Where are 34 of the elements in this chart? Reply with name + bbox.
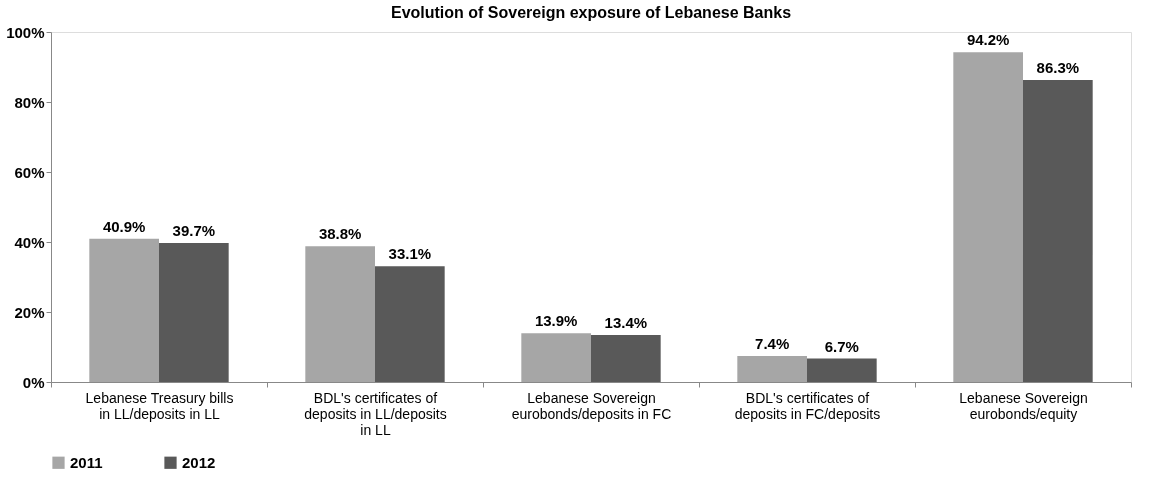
- legend-label: 2011: [70, 453, 103, 471]
- data-label: 94.2%: [966, 31, 1010, 49]
- x-tick-label: Lebanese Sovereign eurobonds/deposits in FC: [511, 389, 672, 422]
- data-label: 13.9%: [534, 312, 578, 330]
- data-label: 86.3%: [1036, 58, 1080, 76]
- bar: [591, 335, 661, 382]
- legend-label: 2012: [182, 453, 216, 471]
- bar: [159, 243, 229, 382]
- y-tick-label: 40%: [14, 233, 45, 251]
- data-label: 33.1%: [388, 245, 432, 263]
- y-tick-label: 60%: [14, 163, 45, 181]
- x-tick-label: Lebanese Sovereign eurobonds/equity: [959, 389, 1088, 422]
- bar: [375, 266, 445, 382]
- x-tick-label: Lebanese Treasury bills in LL/deposits in LL: [85, 389, 234, 422]
- data-label: 40.9%: [102, 217, 146, 235]
- data-label: 13.4%: [604, 314, 648, 332]
- data-label: 38.8%: [318, 225, 362, 243]
- bar: [807, 358, 877, 382]
- y-tick-label: 0%: [22, 373, 45, 391]
- bar: [305, 246, 375, 382]
- bar: [953, 52, 1023, 382]
- bar: [521, 333, 591, 382]
- data-label: 7.4%: [755, 335, 790, 353]
- data-label: 39.7%: [172, 222, 216, 240]
- y-tick-label: 20%: [14, 303, 45, 321]
- chart-title: Evolution of Sovereign exposure of Lebanese Banks: [390, 4, 792, 21]
- data-label: 6.7%: [824, 337, 859, 355]
- y-tick-label: 80%: [14, 93, 45, 111]
- x-tick-label: BDL's certificates of deposits in FC/deposits: [734, 389, 881, 422]
- bar: [737, 356, 807, 382]
- bar: [1023, 79, 1093, 382]
- x-tick-label: BDL's certificates of deposits in LL/deposits in LL: [304, 389, 447, 438]
- bar: [89, 238, 159, 382]
- y-tick-label: 100%: [6, 23, 45, 41]
